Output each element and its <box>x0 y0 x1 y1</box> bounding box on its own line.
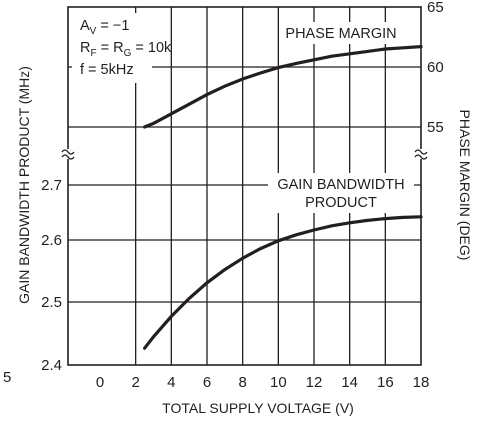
gbw-label-line2: PRODUCT <box>305 195 377 211</box>
x-tick-label: 10 <box>270 374 287 391</box>
x-tick-label: 18 <box>413 374 430 391</box>
left-y-tick-label: 2.6 <box>41 232 62 249</box>
x-tick-label: 2 <box>131 374 139 391</box>
axis-break-symbol <box>61 154 75 160</box>
x-tick-label: 8 <box>238 374 246 391</box>
axis-break-symbol <box>414 149 428 155</box>
tick-labels: 0 2 4 6 8 10 12 14 16 18 2.4 2.5 2.6 2.7 55 60 65 <box>41 0 444 391</box>
x-tick-label: 12 <box>306 374 323 391</box>
gbw-label-bg <box>268 173 414 213</box>
condition-resistors: RF = RG = 10k <box>80 40 172 59</box>
x-tick-label: 16 <box>377 374 394 391</box>
axis-break-symbol <box>61 149 75 155</box>
axis-break-symbol <box>414 154 428 160</box>
right-y-tick-label: 65 <box>427 0 444 16</box>
series-layer <box>143 45 423 350</box>
condition-frequency: f = 5kHz <box>80 62 134 78</box>
right-y-tick-label: 55 <box>427 119 444 136</box>
condition-gain: AV = −1 <box>80 18 129 37</box>
gbw-curve <box>143 215 423 350</box>
partial-tick-label: 5 <box>3 369 11 386</box>
axis-breaks <box>61 149 428 160</box>
x-tick-label: 4 <box>167 374 175 391</box>
conditions-box <box>72 13 152 83</box>
plot-frame <box>67 6 422 366</box>
right-y-tick-label: 60 <box>427 59 444 76</box>
axis-break-gap <box>416 149 426 159</box>
left-y-tick-label: 2.7 <box>41 177 62 194</box>
x-axis-label: TOTAL SUPPLY VOLTAGE (V) <box>162 400 354 416</box>
phase-margin-label: PHASE MARGIN <box>285 26 396 42</box>
phase-margin-curve <box>143 45 423 129</box>
left-axis-label: GAIN BANDWIDTH PRODUCT (MHz) <box>16 66 32 304</box>
x-tick-label: 14 <box>341 374 358 391</box>
phase-label-bg <box>279 22 403 44</box>
x-tick-label: 0 <box>96 374 104 391</box>
left-y-tick-label: 2.4 <box>41 357 62 374</box>
x-tick-label: 6 <box>203 374 211 391</box>
left-y-tick-label: 2.5 <box>41 294 62 311</box>
axis-break-gap <box>63 149 73 159</box>
right-axis-label: PHASE MARGIN (DEG) <box>457 110 473 261</box>
gbw-label-line1: GAIN BANDWIDTH <box>277 177 404 193</box>
